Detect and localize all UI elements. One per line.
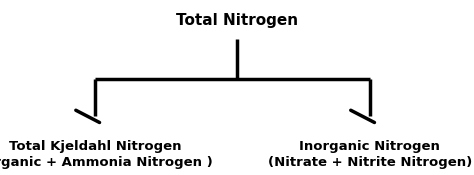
Text: Total Kjeldahl Nitrogen
(Organic + Ammonia Nitrogen ): Total Kjeldahl Nitrogen (Organic + Ammon… (0, 140, 213, 169)
Text: Inorganic Nitrogen
(Nitrate + Nitrite Nitrogen): Inorganic Nitrogen (Nitrate + Nitrite Ni… (268, 140, 472, 169)
Text: Total Nitrogen: Total Nitrogen (176, 13, 298, 29)
